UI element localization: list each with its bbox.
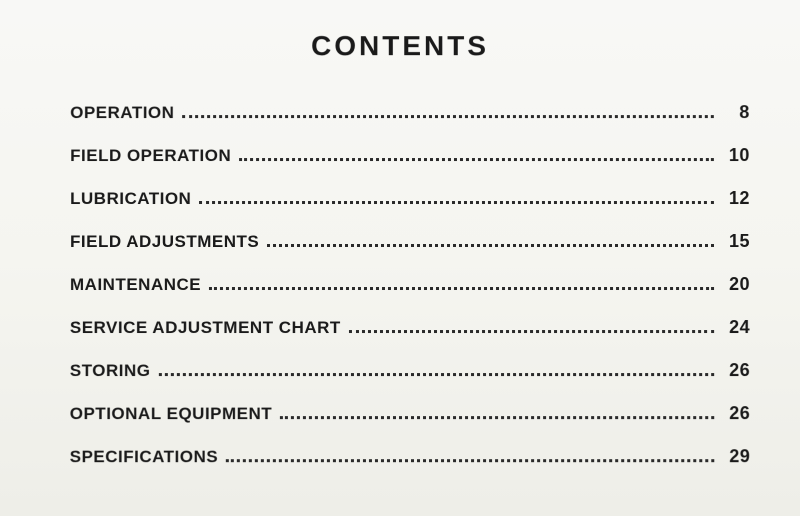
toc-page-number: 8 [722,102,750,123]
toc-entry: LUBRICATION 12 [70,188,750,209]
toc-leader-dots [267,244,714,247]
toc-leader-dots [199,201,714,204]
toc-label: SPECIFICATIONS [70,447,219,467]
toc-page-number: 20 [722,274,750,295]
toc-page-number: 10 [722,145,750,166]
toc-label: OPERATION [70,103,174,123]
toc-entry: FIELD ADJUSTMENTS 15 [70,231,750,252]
toc-label: OPTIONAL EQUIPMENT [70,404,272,424]
toc-page-number: 26 [722,360,750,381]
toc-leader-dots [226,459,714,462]
contents-heading: CONTENTS [50,30,749,62]
toc-entry: MAINTENANCE 20 [70,274,750,295]
toc-leader-dots [280,416,714,419]
toc-page-number: 26 [722,403,750,424]
toc-label: FIELD OPERATION [70,146,231,166]
toc-leader-dots [209,287,714,290]
toc-entry: OPTIONAL EQUIPMENT 26 [70,403,751,424]
toc-page-number: 12 [722,188,750,209]
toc-page-number: 15 [722,231,750,252]
toc-label: MAINTENANCE [70,275,201,295]
toc-entry: STORING 26 [70,360,750,381]
toc-page-number: 29 [722,446,750,467]
toc-label: LUBRICATION [70,189,191,209]
toc-leader-dots [159,373,715,376]
toc-entry: SERVICE ADJUSTMENT CHART 24 [70,317,750,338]
toc-page-number: 24 [722,317,750,338]
toc-entry: SPECIFICATIONS 29 [70,446,751,467]
toc-list: OPERATION 8 FIELD OPERATION 10 LUBRICATI… [70,102,751,467]
toc-entry: FIELD OPERATION 10 [70,145,750,166]
toc-leader-dots [239,158,714,161]
toc-leader-dots [182,115,713,118]
toc-entry: OPERATION 8 [70,102,750,123]
toc-label: STORING [70,361,151,381]
toc-label: SERVICE ADJUSTMENT CHART [70,318,341,338]
toc-label: FIELD ADJUSTMENTS [70,232,259,252]
toc-leader-dots [349,330,714,333]
